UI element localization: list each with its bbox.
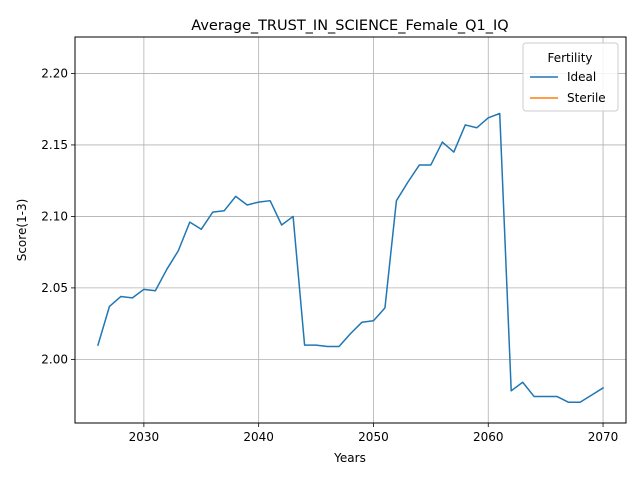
x-axis-ticks: 2030 2040 2050 2060 2070	[129, 423, 619, 444]
x-axis-label: Years	[333, 451, 366, 465]
plot-frame	[74, 36, 627, 424]
y-axis-label: Score(1-3)	[15, 199, 29, 262]
chart-title: Average_TRUST_IN_SCIENCE_Female_Q1_IQ	[191, 18, 508, 34]
y-tick-label: 2.05	[41, 281, 68, 295]
y-tick-label: 2.20	[41, 66, 68, 80]
y-tick-label: 2.00	[41, 352, 68, 366]
legend-box	[522, 42, 619, 112]
legend: Fertility Ideal Sterile	[522, 42, 619, 112]
y-tick-label: 2.15	[41, 138, 68, 152]
legend-title: Fertility	[547, 51, 592, 65]
legend-label-sterile: Sterile	[567, 91, 606, 105]
plot-lines	[97, 112, 605, 404]
x-tick-label: 2070	[588, 430, 619, 444]
x-tick-label: 2030	[129, 430, 160, 444]
x-tick-label: 2050	[358, 430, 389, 444]
legend-label-ideal: Ideal	[567, 70, 596, 84]
y-axis-ticks: 2.00 2.05 2.10 2.15 2.20	[41, 66, 75, 366]
series-line-ideal	[97, 112, 605, 404]
y-tick-label: 2.10	[41, 209, 68, 223]
x-tick-label: 2060	[473, 430, 504, 444]
x-tick-label: 2040	[243, 430, 274, 444]
